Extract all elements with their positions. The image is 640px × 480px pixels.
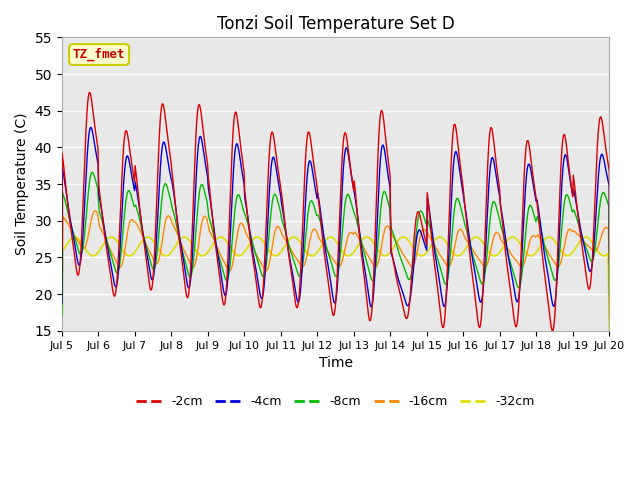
X-axis label: Time: Time [319, 356, 353, 370]
Text: TZ_fmet: TZ_fmet [73, 48, 125, 61]
Y-axis label: Soil Temperature (C): Soil Temperature (C) [15, 113, 29, 255]
Title: Tonzi Soil Temperature Set D: Tonzi Soil Temperature Set D [217, 15, 454, 33]
Legend: -2cm, -4cm, -8cm, -16cm, -32cm: -2cm, -4cm, -8cm, -16cm, -32cm [131, 390, 540, 413]
